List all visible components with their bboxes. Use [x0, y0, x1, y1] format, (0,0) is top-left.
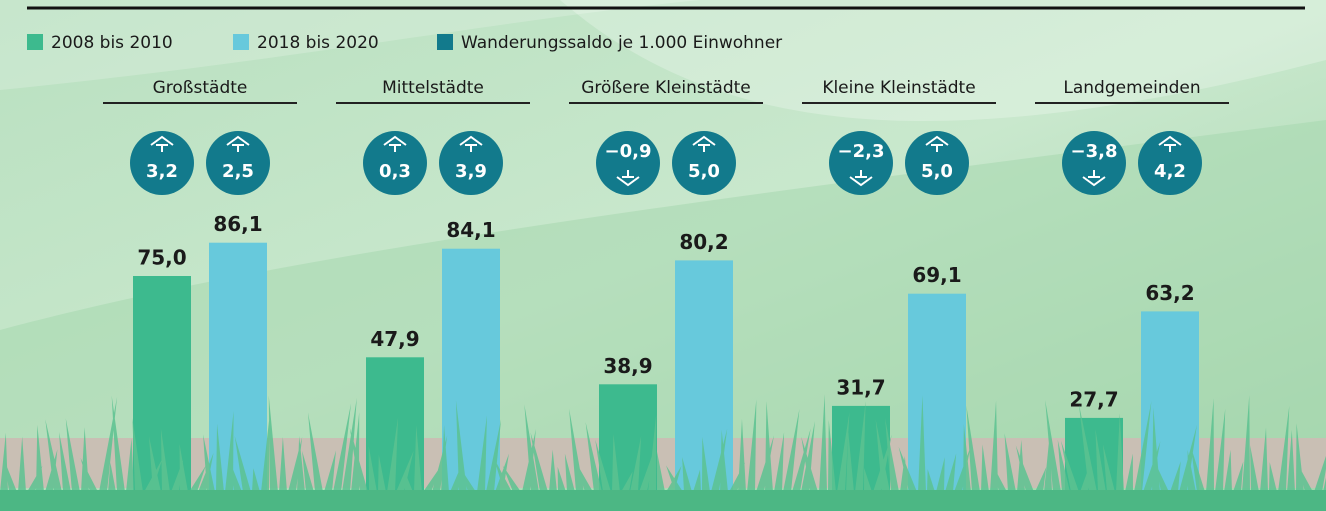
saldo-label: 5,0: [688, 161, 720, 182]
category-label: Größere Kleinstädte: [581, 78, 751, 98]
saldo-badge: 4,2: [1138, 131, 1202, 195]
saldo-badge: 5,0: [672, 131, 736, 195]
chart: 2008 bis 2010 2018 bis 2020 Wanderungssald…: [0, 0, 1326, 511]
saldo-label: 4,2: [1154, 161, 1186, 182]
value-label: 63,2: [1145, 281, 1194, 305]
bar: [442, 249, 500, 501]
legend-label: 2008 bis 2010: [51, 33, 173, 53]
saldo-label: 5,0: [921, 161, 953, 182]
saldo-badge: 3,9: [439, 131, 503, 195]
legend-swatch: [27, 34, 43, 50]
saldo-label: 3,9: [455, 161, 487, 182]
value-label: 69,1: [912, 263, 961, 287]
saldo-badge: −2,3: [829, 131, 893, 195]
category-label: Kleine Kleinstädte: [822, 78, 975, 98]
category-label: Großstädte: [153, 78, 248, 98]
value-label: 75,0: [137, 246, 186, 270]
value-label: 84,1: [446, 218, 495, 242]
saldo-label: −2,3: [838, 141, 885, 162]
saldo-label: −3,8: [1071, 141, 1118, 162]
value-label: 47,9: [370, 327, 419, 351]
value-label: 86,1: [213, 212, 262, 236]
saldo-label: 2,5: [222, 161, 254, 182]
value-label: 27,7: [1069, 387, 1118, 411]
category-label: Landgemeinden: [1063, 78, 1200, 98]
legend-label: Wanderungssaldo je 1.000 Einwohner: [461, 33, 782, 53]
value-label: 80,2: [679, 230, 728, 254]
saldo-label: 0,3: [379, 161, 411, 182]
category-label: Mittelstädte: [382, 78, 484, 98]
grass-base: [0, 490, 1326, 511]
saldo-label: −0,9: [605, 141, 652, 162]
saldo-badge: −0,9: [596, 131, 660, 195]
legend-label: 2018 bis 2020: [257, 33, 379, 53]
saldo-badge: 5,0: [905, 131, 969, 195]
legend-swatch: [233, 34, 249, 50]
value-label: 31,7: [836, 375, 885, 399]
saldo-badge: 2,5: [206, 131, 270, 195]
legend-swatch: [437, 34, 453, 50]
value-label: 38,9: [603, 354, 652, 378]
saldo-badge: 0,3: [363, 131, 427, 195]
bar: [908, 294, 966, 501]
saldo-label: 3,2: [146, 161, 178, 182]
saldo-badge: −3,8: [1062, 131, 1126, 195]
saldo-badge: 3,2: [130, 131, 194, 195]
